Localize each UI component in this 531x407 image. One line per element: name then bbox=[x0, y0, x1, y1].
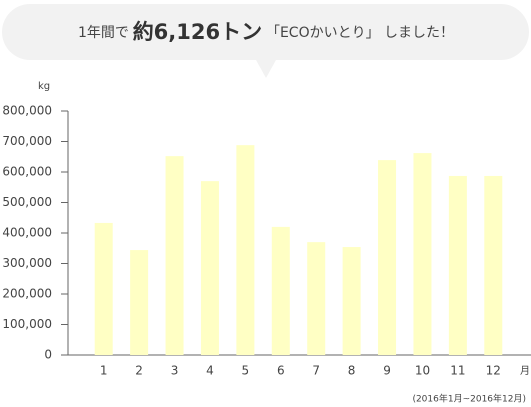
bar bbox=[200, 181, 219, 355]
y-tick-label: 200,000 bbox=[2, 287, 52, 301]
bar bbox=[342, 247, 361, 355]
x-tick-label: 7 bbox=[312, 364, 320, 378]
x-tick-label: 1 bbox=[100, 364, 108, 378]
y-tick-label: 500,000 bbox=[2, 195, 52, 209]
note: (2016年1月~2016年12月) bbox=[412, 393, 526, 405]
y-tick-label: 800,000 bbox=[2, 104, 52, 118]
x-tick-label: 10 bbox=[415, 364, 430, 378]
x-axis-label: 月 bbox=[520, 365, 530, 377]
y-tick-label: 700,000 bbox=[2, 134, 52, 148]
bar bbox=[271, 226, 290, 355]
y-tick-label: 400,000 bbox=[2, 226, 52, 240]
y-tick-label: 300,000 bbox=[2, 256, 52, 270]
bar bbox=[130, 250, 149, 355]
x-tick-label: 9 bbox=[383, 364, 391, 378]
bar bbox=[413, 153, 432, 355]
bar bbox=[378, 160, 397, 355]
speech-bubble bbox=[2, 4, 529, 78]
title-part: 「ECOかいとり」 しました！ bbox=[266, 25, 454, 41]
x-tick-label: 4 bbox=[206, 364, 214, 378]
bar bbox=[448, 175, 467, 355]
x-tick-label: 2 bbox=[135, 364, 143, 378]
title-part: 1年間で bbox=[78, 25, 129, 41]
x-tick-label: 12 bbox=[486, 364, 501, 378]
bar bbox=[94, 222, 113, 355]
bar bbox=[165, 156, 184, 355]
y-tick-label: 0 bbox=[44, 348, 52, 362]
x-tick-label: 11 bbox=[450, 364, 465, 378]
bar bbox=[307, 242, 326, 355]
y-tick-label: 100,000 bbox=[2, 317, 52, 331]
bar bbox=[484, 175, 503, 355]
title-part: 約6,126トン bbox=[133, 20, 262, 44]
x-tick-label: 5 bbox=[242, 364, 250, 378]
chart-title: 1年間で 約6,126トン 「ECOかいとり」 しました！ bbox=[78, 20, 454, 44]
x-tick-label: 6 bbox=[277, 364, 285, 378]
bar bbox=[236, 145, 255, 355]
x-tick-label: 3 bbox=[171, 364, 179, 378]
x-tick-label: 8 bbox=[348, 364, 356, 378]
y-tick-label: 600,000 bbox=[2, 165, 52, 179]
y-axis-label: kg bbox=[38, 81, 50, 92]
